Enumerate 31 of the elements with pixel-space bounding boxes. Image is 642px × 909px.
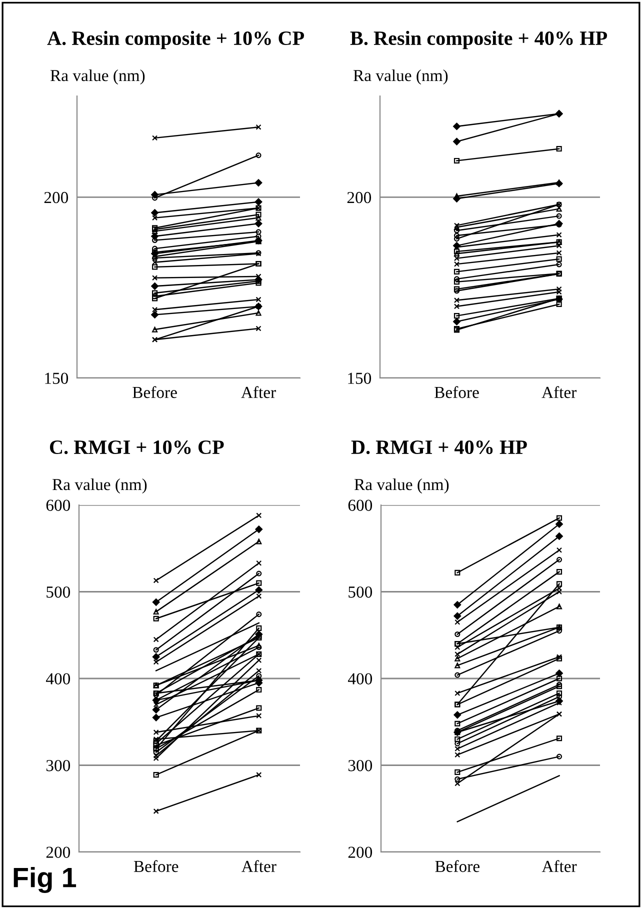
y-axis-title: Ra value (nm) xyxy=(353,69,448,85)
x-tick-label: After xyxy=(542,386,577,398)
y-axis-title: Ra value (nm) xyxy=(354,478,449,494)
y-tick-label: 200 xyxy=(44,192,68,204)
chart-title: A. Resin composite + 10% CP xyxy=(47,30,304,50)
x-tick-label: Before xyxy=(434,386,479,398)
y-tick-label: 500 xyxy=(348,586,372,598)
y-tick-label: 200 xyxy=(348,846,372,858)
y-tick-label: 200 xyxy=(347,192,372,204)
y-tick-label: 200 xyxy=(46,846,70,858)
y-axis-title: Ra value (nm) xyxy=(52,478,147,494)
y-tick-label: 150 xyxy=(45,372,68,384)
y-tick-label: 500 xyxy=(46,586,70,598)
chart-title: D. RMGI + 40% HP xyxy=(351,440,527,454)
x-tick-label: Before xyxy=(435,860,480,872)
y-tick-label: 400 xyxy=(46,673,70,684)
y-tick-label: 300 xyxy=(348,760,372,772)
x-tick-label: After xyxy=(542,860,577,872)
y-tick-label: 600 xyxy=(348,500,372,511)
y-tick-label: 300 xyxy=(46,760,70,772)
y-axis-title: Ra value (nm) xyxy=(50,69,145,85)
y-tick-label: 600 xyxy=(46,500,70,511)
y-tick-label: 400 xyxy=(348,673,372,684)
chart-title: C. RMGI + 10% CP xyxy=(50,440,224,454)
chart-title: B. Resin composite + 40% HP xyxy=(350,30,608,50)
x-tick-label: Before xyxy=(132,386,177,398)
x-tick-label: Before xyxy=(134,860,178,872)
y-tick-label: 150 xyxy=(348,372,372,384)
x-tick-label: After xyxy=(241,860,276,872)
caption: Fig 1 xyxy=(14,866,76,894)
x-tick-label: After xyxy=(241,386,276,398)
